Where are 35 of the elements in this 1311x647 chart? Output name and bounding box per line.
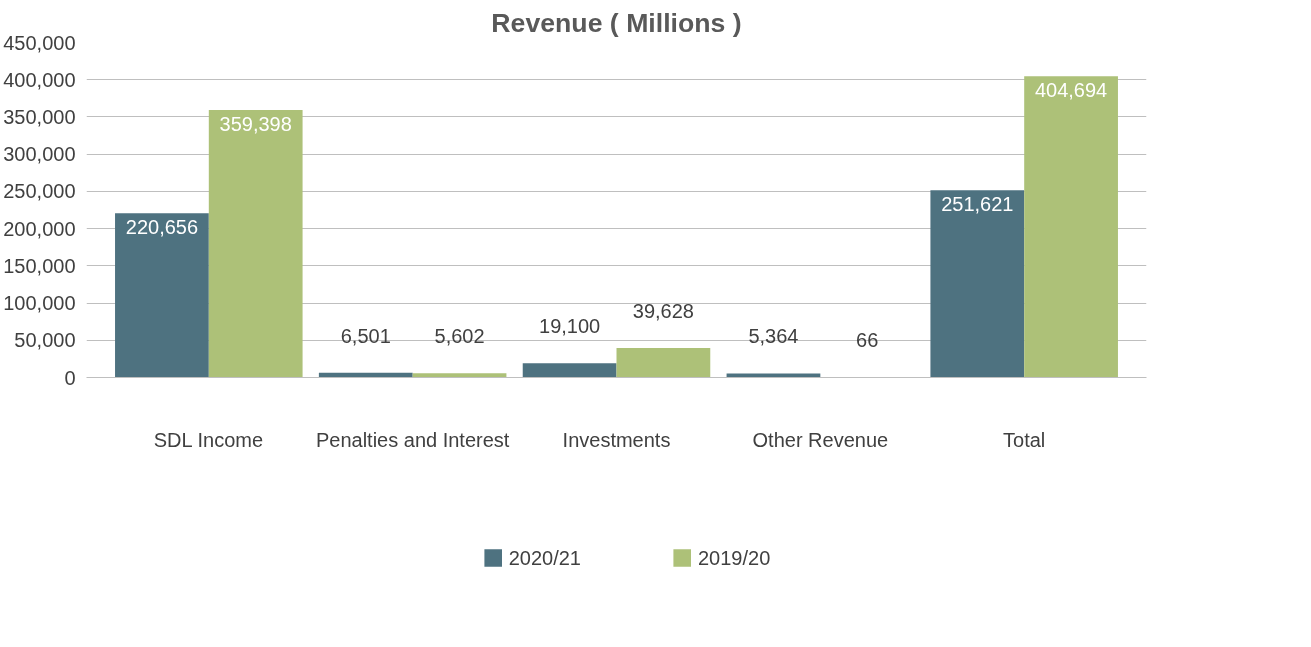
x-tick-label: Other Revenue [752, 428, 889, 451]
bar [412, 373, 507, 378]
data-label: 6,501 [340, 324, 391, 347]
x-tick-label: Penalties and Interest [315, 428, 510, 451]
y-tick-label: 250,000 [3, 180, 76, 203]
data-label: 19,100 [539, 315, 601, 338]
bar [930, 190, 1025, 378]
data-label: 39,628 [632, 299, 694, 322]
bar [1024, 76, 1118, 378]
data-label: 5,364 [748, 325, 799, 348]
data-label: 5,602 [434, 325, 485, 348]
data-label: 66 [856, 329, 879, 352]
bar [522, 363, 617, 378]
y-tick-label: 0 [64, 366, 76, 389]
y-tick-label: 400,000 [3, 68, 76, 91]
data-label: 251,621 [941, 192, 1014, 215]
y-tick-label: 300,000 [3, 143, 76, 166]
bar [115, 213, 209, 378]
x-tick-label: Investments [562, 428, 671, 451]
data-label: 220,656 [125, 215, 199, 238]
bar [616, 348, 711, 378]
data-label: 404,694 [1034, 78, 1108, 101]
data-label: 359,398 [219, 112, 292, 135]
y-tick-label: 100,000 [3, 292, 76, 315]
y-tick-label: 450,000 [3, 31, 76, 54]
y-tick-label: 200,000 [3, 217, 76, 240]
x-tick-label: Total [1003, 428, 1046, 451]
legend-label: 2019/20 [697, 546, 771, 569]
x-tick-label: SDL Income [153, 428, 264, 451]
y-tick-label: 350,000 [3, 105, 76, 128]
y-tick-label: 50,000 [14, 329, 76, 352]
chart-title: Revenue ( Millions ) [491, 7, 742, 38]
y-tick-label: 150,000 [3, 254, 76, 277]
bar [208, 109, 303, 378]
legend-label: 2020/21 [508, 546, 581, 569]
